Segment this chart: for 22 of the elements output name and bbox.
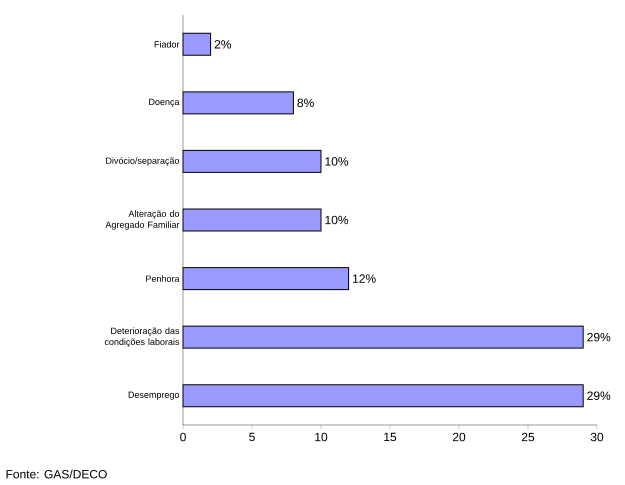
x-tick-label: 5 xyxy=(249,432,255,442)
data-label: 12% xyxy=(353,274,376,283)
data-label: 10% xyxy=(325,216,348,224)
y-tick-label: Deterioração das condições laborais xyxy=(104,327,180,347)
x-tick-label: 30 xyxy=(590,432,604,442)
data-label: 29% xyxy=(587,332,610,342)
x-tick-label: 25 xyxy=(522,432,534,442)
y-tick-label: Divócio/separação xyxy=(106,157,180,166)
x-tick-label: 10 xyxy=(315,432,328,442)
x-tick-label: 0 xyxy=(180,432,186,442)
x-tick-label: 20 xyxy=(452,432,466,442)
data-label: 29% xyxy=(587,391,610,400)
source-note: Fonte: GAS/DECO xyxy=(6,470,107,478)
data-label: 2% xyxy=(214,40,232,49)
data-label: 8% xyxy=(297,98,314,108)
y-tick-label: Fiador xyxy=(154,40,180,48)
y-tick-label: Desemprego xyxy=(128,392,180,400)
y-tick-label: Doença xyxy=(149,98,180,107)
y-tick-label: Alteração do Agregado Familiar xyxy=(105,210,180,230)
y-tick-label: Penhora xyxy=(146,275,180,282)
data-label: 10% xyxy=(325,157,348,166)
x-tick-label: 15 xyxy=(384,432,396,442)
